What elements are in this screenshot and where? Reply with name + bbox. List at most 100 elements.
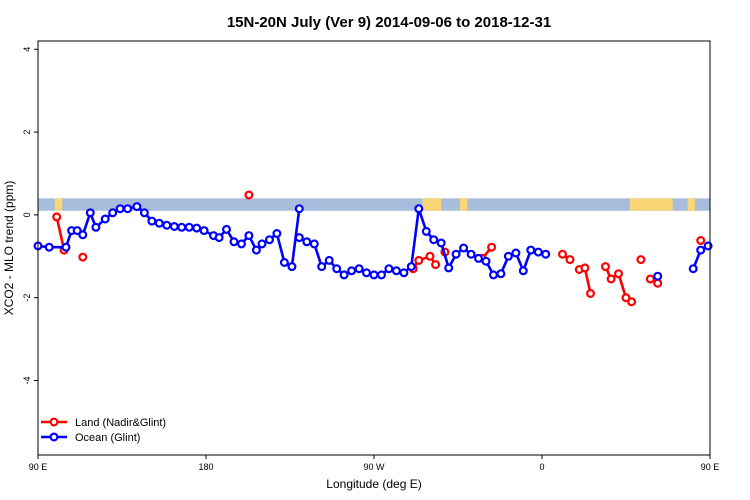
data-point bbox=[436, 238, 446, 248]
data-point bbox=[425, 251, 435, 261]
data-point bbox=[265, 235, 275, 245]
data-point bbox=[72, 226, 82, 236]
data-point bbox=[431, 260, 441, 270]
data-point bbox=[332, 264, 342, 274]
data-point bbox=[132, 202, 142, 212]
data-point bbox=[399, 268, 409, 278]
series-line bbox=[298, 207, 547, 277]
data-point bbox=[192, 223, 202, 233]
data-point bbox=[533, 247, 543, 257]
data-point bbox=[636, 255, 646, 265]
data-point bbox=[518, 266, 528, 276]
data-point bbox=[503, 251, 513, 261]
data-point bbox=[324, 255, 334, 265]
data-point bbox=[444, 263, 454, 273]
data-point bbox=[154, 218, 164, 228]
y-axis: -4 -2 0 2 4 bbox=[22, 47, 38, 384]
data-point bbox=[147, 216, 157, 226]
data-point bbox=[653, 271, 663, 281]
data-point bbox=[78, 252, 88, 262]
data-point bbox=[653, 278, 663, 288]
data-point bbox=[100, 214, 110, 224]
data-point bbox=[384, 264, 394, 274]
y-axis-label: XCO2 - MLO trend (ppm) bbox=[2, 181, 16, 316]
data-point bbox=[184, 222, 194, 232]
data-point bbox=[613, 269, 623, 279]
data-point bbox=[406, 262, 416, 272]
data-point bbox=[244, 231, 254, 241]
y-tick-label: -2 bbox=[22, 294, 32, 302]
legend-marker bbox=[49, 432, 59, 442]
data-point bbox=[347, 266, 357, 276]
y-tick-label: 4 bbox=[22, 47, 32, 52]
legend: Land (Nadir&Glint) Ocean (Glint) bbox=[41, 417, 166, 444]
data-point bbox=[391, 266, 401, 276]
data-point bbox=[115, 204, 125, 214]
x-axis: 90 E 180 90 W 0 90 E bbox=[29, 455, 720, 472]
data-point bbox=[339, 270, 349, 280]
data-point bbox=[526, 245, 536, 255]
data-point bbox=[645, 274, 655, 284]
data-point bbox=[621, 293, 631, 303]
data-point bbox=[600, 262, 610, 272]
data-point bbox=[61, 242, 71, 252]
legend-label: Ocean (Glint) bbox=[75, 432, 140, 444]
data-point bbox=[481, 256, 491, 266]
legend-label: Land (Nadir&Glint) bbox=[75, 417, 166, 429]
data-point bbox=[451, 249, 461, 259]
data-point bbox=[287, 262, 297, 272]
data-point bbox=[222, 224, 232, 234]
x-tick-label: 180 bbox=[198, 462, 213, 472]
data-point bbox=[487, 242, 497, 252]
data-point bbox=[414, 204, 424, 214]
data-point bbox=[696, 236, 706, 246]
legend-marker bbox=[49, 417, 59, 427]
data-point bbox=[177, 222, 187, 232]
landmask-land bbox=[629, 198, 673, 211]
data-point bbox=[91, 222, 101, 232]
data-point bbox=[279, 258, 289, 268]
x-tick-label: 90 W bbox=[363, 462, 385, 472]
x-tick-label: 90 E bbox=[29, 462, 48, 472]
data-point bbox=[557, 249, 567, 259]
data-point bbox=[421, 226, 431, 236]
data-point bbox=[257, 239, 267, 249]
y-tick-label: 2 bbox=[22, 130, 32, 135]
landmask-land bbox=[54, 198, 63, 211]
y-tick-label: -4 bbox=[22, 376, 32, 384]
x-tick-label: 90 E bbox=[701, 462, 720, 472]
data-point bbox=[244, 190, 254, 200]
data-point bbox=[309, 239, 319, 249]
data-point bbox=[139, 208, 149, 218]
x-tick-label: 0 bbox=[539, 462, 544, 472]
landmask-land bbox=[422, 198, 442, 211]
data-point bbox=[580, 263, 590, 273]
data-point bbox=[585, 289, 595, 299]
data-point bbox=[44, 242, 54, 252]
data-point bbox=[162, 220, 172, 230]
data-point bbox=[489, 270, 499, 280]
data-point bbox=[354, 264, 364, 274]
x-axis-label: Longitude (deg E) bbox=[326, 477, 421, 491]
data-point bbox=[459, 243, 469, 253]
data-point bbox=[627, 297, 637, 307]
data-point bbox=[466, 249, 476, 259]
landmask-ocean bbox=[38, 198, 710, 211]
data-point bbox=[688, 264, 698, 274]
data-point bbox=[214, 233, 224, 243]
data-point bbox=[362, 268, 372, 278]
plot-area bbox=[33, 190, 713, 307]
data-point bbox=[108, 208, 118, 218]
data-point bbox=[85, 208, 95, 218]
chart-title: 15N-20N July (Ver 9) 2014-09-06 to 2018-… bbox=[227, 14, 551, 31]
data-point bbox=[606, 274, 616, 284]
data-point bbox=[369, 270, 379, 280]
data-point bbox=[377, 270, 387, 280]
data-point bbox=[169, 222, 179, 232]
data-point bbox=[414, 255, 424, 265]
data-point bbox=[237, 239, 247, 249]
data-point bbox=[541, 249, 551, 259]
data-point bbox=[294, 204, 304, 214]
data-point bbox=[317, 262, 327, 272]
data-point bbox=[123, 204, 133, 214]
